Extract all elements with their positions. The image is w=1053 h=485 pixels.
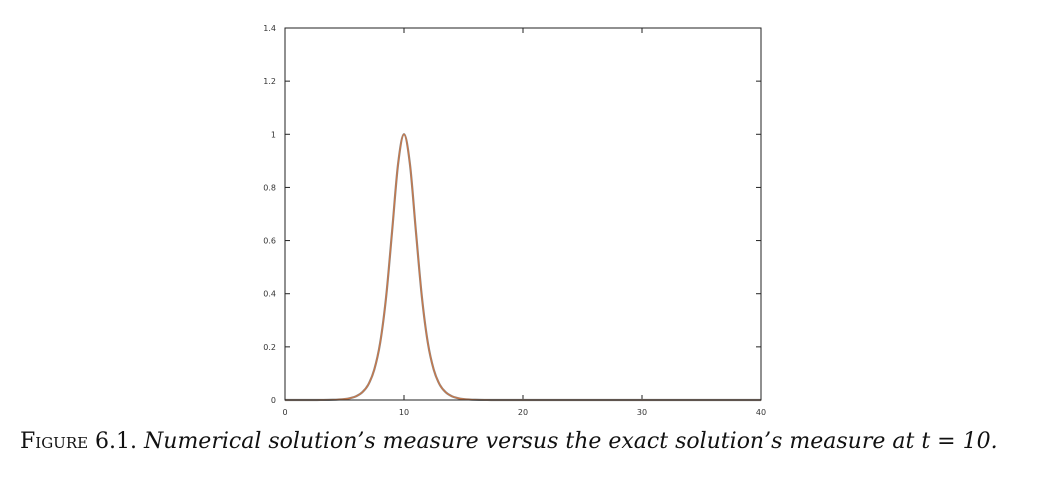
y-tick-label: 0.4 (263, 290, 276, 299)
exact-solution-line (285, 133, 761, 401)
chart: 0 10 20 30 40 0 0.2 0.4 0.6 0.8 1 1.2 1.4 (263, 24, 766, 417)
y-tick-label: 1.2 (263, 77, 276, 86)
caption-text: Numerical solution’s measure versus the … (144, 429, 998, 454)
plot-frame (284, 27, 762, 401)
y-tick-label: 1.4 (263, 24, 276, 33)
numerical-solution-line (285, 133, 761, 402)
y-tick-label: 0.6 (263, 237, 276, 246)
caption-label: Figure 6.1. (20, 429, 138, 454)
x-tick-label: 30 (637, 408, 647, 417)
x-tick-label: 0 (282, 408, 287, 417)
x-tick-label: 20 (518, 408, 528, 417)
figure-caption: Figure 6.1. Numerical solution’s measure… (20, 429, 1040, 454)
y-tick-label: 0.8 (263, 183, 276, 192)
y-tick-label: 0 (271, 396, 276, 405)
y-tick-label: 0.2 (263, 343, 276, 352)
x-tick-label: 40 (756, 408, 766, 417)
x-tick-label: 10 (399, 408, 409, 417)
y-tick-label: 1 (271, 130, 276, 139)
